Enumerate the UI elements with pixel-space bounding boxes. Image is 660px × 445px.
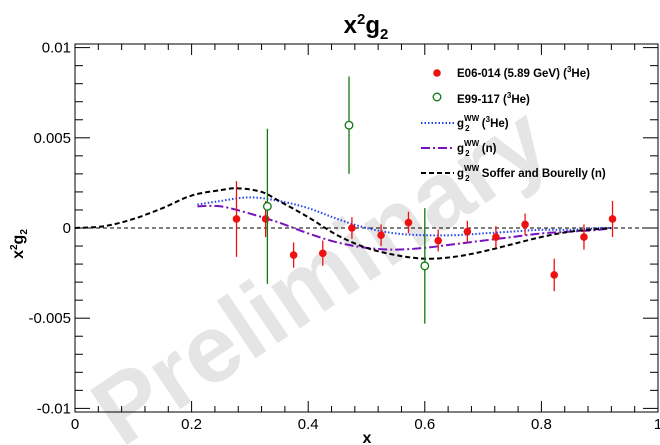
legend-marker-open-circle — [432, 92, 442, 102]
legend-label-gww-n: gWW 2 (n) — [457, 139, 497, 158]
legend-label-gww-3he: gWW 2 (3He) — [457, 114, 509, 133]
legend-entry-gww-3he: gWW 2 (3He) — [421, 114, 509, 133]
data-point-filled — [492, 233, 500, 241]
data-point-filled — [550, 271, 559, 279]
x-tick-label: 0.8 — [531, 416, 552, 433]
data-point-filled — [289, 251, 298, 259]
data-point-filled — [521, 220, 529, 229]
legend-entry-e99-117: E99-117 (3He) — [432, 91, 530, 106]
x-tick-label: 0.2 — [181, 416, 202, 433]
legend-entry-gww-n: gWW 2 (n) — [421, 139, 497, 158]
y-tick-label: -0.01 — [37, 400, 71, 417]
data-point-filled — [232, 215, 241, 223]
y-axis-title: x2g2 — [9, 229, 30, 259]
legend-marker-filled-circle — [433, 69, 441, 77]
y-tick-label: 0 — [63, 220, 71, 237]
data-point-filled — [608, 215, 617, 223]
data-point-filled — [404, 218, 413, 227]
x-axis-title: x — [363, 430, 372, 445]
legend-entry-e06-014: E06-014 (5.89 GeV) (3He) — [433, 65, 590, 80]
y-tick-label: 0.01 — [42, 40, 71, 57]
y-tick-label: -0.005 — [28, 310, 71, 327]
chart-title: x2g2 — [344, 11, 389, 43]
curve-series-2 — [197, 196, 612, 237]
legend-entry-gww-soffer: gWW 2 Soffer and Bourelly (n) — [421, 164, 606, 183]
x-tick-label: 0 — [71, 416, 79, 433]
data-point-filled — [463, 227, 472, 236]
x-tick-label: 0.4 — [298, 416, 319, 433]
legend-label-gww-soffer: gWW 2 Soffer and Bourelly (n) — [457, 164, 606, 183]
legend-label-e06-014: E06-014 (5.89 GeV) (3He) — [457, 65, 590, 80]
data-point-open — [420, 261, 430, 271]
legend-label-e99-117: E99-117 (3He) — [457, 91, 530, 106]
data-point-filled — [261, 215, 270, 223]
legend: E06-014 (5.89 GeV) (3He) E99-117 (3He) g… — [421, 65, 606, 183]
data-point-filled — [318, 249, 327, 258]
x-tick-label: 1 — [654, 416, 660, 433]
data-point-open — [344, 120, 354, 130]
data-points — [232, 76, 617, 324]
y-tick-label: 0.005 — [33, 130, 71, 147]
data-point-filled — [580, 233, 588, 241]
preliminary-watermark: Preliminary — [74, 85, 567, 445]
curve-series-4 — [74, 187, 612, 260]
data-point-open — [262, 201, 272, 211]
data-point-filled — [348, 224, 356, 232]
axis-ticks — [74, 44, 659, 412]
data-point-filled — [434, 236, 443, 245]
axis-tick-labels: 0 0.2 0.4 0.6 0.8 1 -0.01 -0.005 0 0.005 0.01 — [28, 40, 660, 433]
x-tick-label: 0.6 — [414, 416, 435, 433]
data-point-filled — [377, 231, 385, 240]
